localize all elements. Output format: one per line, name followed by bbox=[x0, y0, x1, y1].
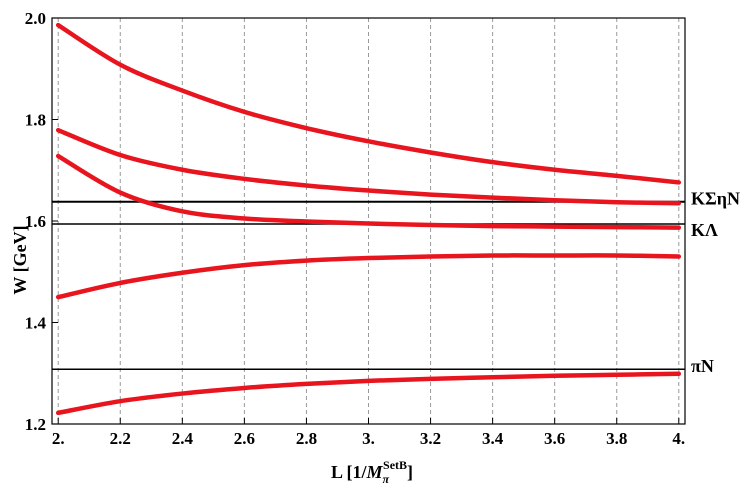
x-tick-label-7: 3.4 bbox=[482, 429, 504, 448]
x-tick-label-5: 3. bbox=[362, 429, 375, 448]
y-tick-label-2: 1.6 bbox=[25, 212, 46, 231]
series-curve-2 bbox=[55, 153, 682, 230]
y-axis-label: W [GeV] bbox=[10, 225, 30, 294]
threshold-label-0: KΣηN bbox=[691, 189, 740, 209]
x-axis-label: L [1/MπSetB] bbox=[331, 458, 413, 486]
x-tick-label-8: 3.6 bbox=[544, 429, 565, 448]
y-tick-labels: 1.2 1.4 1.6 1.8 2.0 bbox=[25, 9, 47, 434]
x-axis-label-symbol: M bbox=[365, 462, 383, 482]
x-tick-label-10: 4. bbox=[672, 429, 685, 448]
series-curve-0 bbox=[55, 22, 682, 185]
series-curve-1 bbox=[55, 127, 682, 206]
y-tick-label-4: 2.0 bbox=[25, 9, 46, 28]
series-curves bbox=[55, 22, 682, 416]
x-tick-label-0: 2. bbox=[52, 429, 65, 448]
x-axis-label-superscript: SetB bbox=[383, 458, 407, 472]
y-tick-label-0: 1.2 bbox=[25, 415, 46, 434]
x-tick-label-9: 3.8 bbox=[606, 429, 627, 448]
x-tick-label-4: 2.8 bbox=[296, 429, 317, 448]
threshold-label-1: KΛ bbox=[691, 220, 718, 240]
x-tick-labels: 2. 2.2 2.4 2.6 2.8 3. 3.2 3.4 3.6 3.8 4. bbox=[52, 429, 685, 448]
x-tick-label-1: 2.2 bbox=[110, 429, 131, 448]
x-axis-label-subscript: π bbox=[382, 472, 389, 486]
y-tick-label-1: 1.4 bbox=[25, 314, 47, 333]
x-axis-label-close: ] bbox=[407, 462, 413, 482]
y-tick-label-3: 1.8 bbox=[25, 111, 46, 130]
threshold-label-2: πN bbox=[691, 356, 714, 376]
x-axis-label-main: L [1/ bbox=[331, 462, 368, 482]
threshold-labels: KΣηN KΛ πN bbox=[691, 189, 740, 376]
axes bbox=[51, 17, 686, 425]
series-curve-4 bbox=[55, 371, 682, 416]
x-tick-label-3: 2.6 bbox=[234, 429, 255, 448]
series-curve-3 bbox=[55, 253, 682, 300]
x-tick-label-6: 3.2 bbox=[420, 429, 441, 448]
grid bbox=[57, 18, 680, 424]
x-tick-label-2: 2.4 bbox=[172, 429, 194, 448]
